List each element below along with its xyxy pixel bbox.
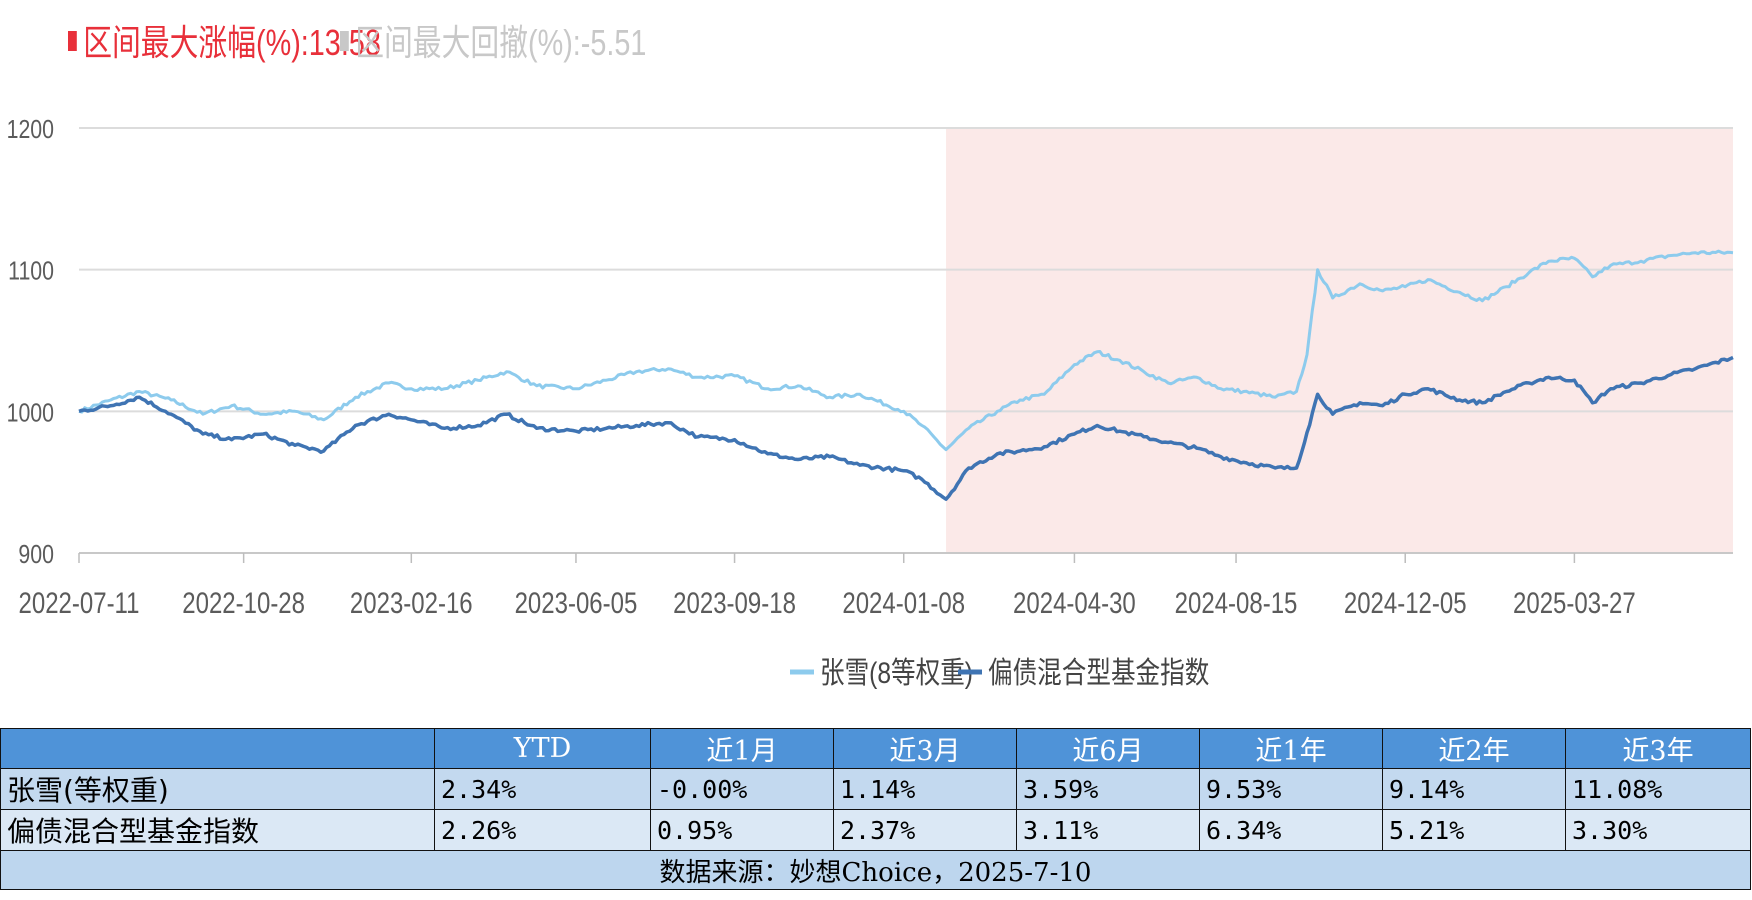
max-rise-label: 区间最大涨幅(%):13.58: [83, 22, 381, 63]
table-cell: -0.00%: [650, 768, 834, 810]
table-header-row: YTD 近1月 近3月 近6月 近1年 近2年 近3年: [0, 728, 1751, 769]
table-cell: 3.59%: [1016, 768, 1200, 810]
x-tick-label: 2023-09-18: [673, 585, 796, 619]
table-cell: 2.26%: [434, 809, 651, 851]
data-source-note: 数据来源：妙想Choice，2025-7-10: [0, 850, 1751, 890]
max-drawdown-label: 区间最大回撤(%):-5.51: [355, 22, 647, 63]
table-cell: 1.14%: [833, 768, 1017, 810]
table-footer-row: 数据来源：妙想Choice，2025-7-10: [0, 850, 1751, 890]
table-header-cell: 近1年: [1199, 728, 1383, 769]
table-header-cell: 近3月: [833, 728, 1017, 769]
x-tick-label: 2024-04-30: [1013, 585, 1136, 619]
table-cell: 5.21%: [1382, 809, 1566, 851]
series-layer: [78, 249, 1734, 501]
table-header-cell: 近6月: [1016, 728, 1200, 769]
max-rise-stat: 区间最大涨幅(%):13.58: [68, 14, 381, 66]
x-axis-layer: 2022-07-11 2022-10-28 2023-02-16 2023-06-05…: [19, 553, 1636, 620]
max-drawdown-marker: [340, 31, 349, 51]
table-cell: 11.08%: [1565, 768, 1751, 810]
row-name-cell: 偏债混合型基金指数: [0, 809, 435, 851]
table-cell: 3.30%: [1565, 809, 1751, 851]
table-cell: 6.34%: [1199, 809, 1383, 851]
table-header-cell: [0, 728, 435, 769]
table-row: 张雪(等权重) 2.34% -0.00% 1.14% 3.59% 9.53% 9…: [0, 768, 1751, 810]
row-name-cell: 张雪(等权重): [0, 768, 435, 810]
table-row: 偏债混合型基金指数 2.26% 0.95% 2.37% 3.11% 6.34% …: [0, 809, 1751, 851]
highlight-region-layer: [946, 128, 1733, 553]
performance-table: YTD 近1月 近3月 近6月 近1年 近2年 近3年 张雪(等权重) 2.34…: [0, 728, 1751, 890]
table-cell: 2.37%: [833, 809, 1017, 851]
table-cell: 2.34%: [434, 768, 651, 810]
series-line-2: [78, 355, 1734, 501]
line-chart: 900 1000 1100 1200 2022-07-11 2022-10-28 2023…: [7, 115, 1734, 690]
table-header-cell: 近2年: [1382, 728, 1566, 769]
table-header-cell: YTD: [434, 728, 651, 769]
x-tick-label: 2023-02-16: [350, 585, 473, 619]
table-cell: 9.14%: [1382, 768, 1566, 810]
legend-label: 张雪(8等权重): [820, 656, 973, 690]
legend-label: 偏债混合型基金指数: [988, 656, 1209, 690]
series-line-1: [78, 249, 1734, 452]
grid-layer: 900 1000 1100 1200: [7, 115, 1733, 570]
highlight-region: [946, 128, 1733, 553]
x-tick-label: 2024-01-08: [842, 585, 965, 619]
table-header-cell: 近1月: [650, 728, 834, 769]
table-cell: 0.95%: [650, 809, 834, 851]
chart-legend[interactable]: 张雪(8等权重) 偏债混合型基金指数: [790, 656, 1209, 690]
y-tick-label: 900: [18, 540, 54, 570]
x-tick-label: 2022-10-28: [182, 585, 305, 619]
y-tick-label: 1100: [8, 257, 54, 287]
table-cell: 3.11%: [1016, 809, 1200, 851]
table-header-cell: 近3年: [1565, 728, 1751, 769]
max-drawdown-stat: 区间最大回撤(%):-5.51: [340, 14, 646, 66]
y-tick-label: 1200: [7, 115, 54, 145]
y-tick-label: 1000: [7, 398, 54, 428]
x-tick-label: 2025-03-27: [1513, 585, 1636, 619]
max-rise-marker: [68, 31, 77, 51]
x-tick-label: 2022-07-11: [19, 585, 140, 619]
x-tick-label: 2024-12-05: [1344, 585, 1467, 619]
table-cell: 9.53%: [1199, 768, 1383, 810]
x-tick-label: 2024-08-15: [1175, 585, 1298, 619]
x-tick-label: 2023-06-05: [515, 585, 638, 619]
